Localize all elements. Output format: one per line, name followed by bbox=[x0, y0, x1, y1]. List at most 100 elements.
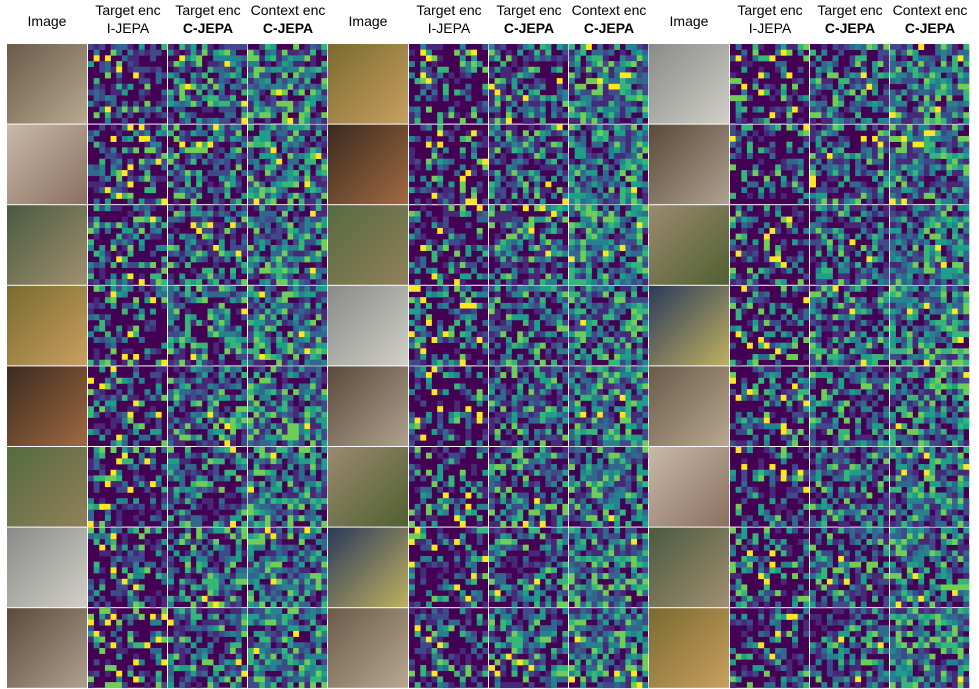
map-cell bbox=[528, 83, 535, 90]
map-cell bbox=[230, 222, 237, 229]
map-cell bbox=[585, 170, 592, 177]
map-cell bbox=[459, 389, 466, 396]
map-cell bbox=[448, 267, 455, 274]
map-cell bbox=[213, 682, 220, 689]
map-cell bbox=[276, 464, 283, 471]
map-cell bbox=[99, 44, 106, 50]
map-cell bbox=[642, 112, 649, 119]
map-cell bbox=[196, 595, 203, 602]
map-cell bbox=[104, 665, 111, 672]
map-cell bbox=[207, 434, 214, 441]
map-cell bbox=[602, 250, 609, 257]
map-cell bbox=[235, 100, 242, 107]
map-cell bbox=[88, 636, 94, 643]
map-cell bbox=[551, 55, 558, 62]
map-cell bbox=[276, 533, 283, 540]
map-cell bbox=[190, 222, 197, 229]
map-cell bbox=[264, 354, 271, 361]
map-cell bbox=[150, 205, 157, 212]
map-cell bbox=[494, 66, 501, 73]
map-cell bbox=[99, 578, 106, 585]
map-cell bbox=[173, 83, 180, 90]
map-cell bbox=[517, 158, 524, 165]
map-cell bbox=[264, 423, 271, 430]
map-cell bbox=[88, 464, 94, 471]
map-cell bbox=[580, 112, 587, 119]
map-cell bbox=[602, 130, 609, 137]
map-cell bbox=[104, 670, 111, 677]
map-cell bbox=[213, 447, 220, 453]
map-cell bbox=[218, 49, 225, 56]
map-cell bbox=[276, 561, 283, 568]
map-cell bbox=[625, 187, 632, 194]
map-cell bbox=[138, 89, 145, 96]
map-cell bbox=[310, 285, 317, 292]
map-cell bbox=[287, 676, 294, 683]
map-cell bbox=[614, 279, 621, 286]
map-cell bbox=[241, 233, 248, 240]
map-cell bbox=[494, 342, 501, 349]
map-cell bbox=[168, 250, 174, 257]
map-cell bbox=[614, 175, 621, 182]
map-cell bbox=[230, 291, 237, 298]
map-cell bbox=[500, 383, 507, 390]
map-cell bbox=[230, 181, 237, 188]
map-cell bbox=[253, 520, 260, 527]
map-cell bbox=[248, 89, 254, 96]
map-cell bbox=[321, 561, 328, 568]
map-cell bbox=[494, 175, 501, 182]
map-cell bbox=[253, 49, 260, 56]
map-cell bbox=[259, 573, 266, 580]
map-cell bbox=[293, 492, 300, 499]
map-cell bbox=[304, 486, 311, 493]
map-cell bbox=[253, 359, 260, 366]
map-cell bbox=[276, 423, 283, 430]
map-cell bbox=[248, 262, 254, 269]
map-cell bbox=[241, 336, 248, 343]
map-cell bbox=[230, 227, 237, 234]
map-cell bbox=[241, 503, 248, 510]
map-cell bbox=[310, 452, 317, 459]
map-cell bbox=[184, 619, 191, 626]
map-cell bbox=[409, 106, 415, 113]
map-cell bbox=[196, 389, 203, 396]
map-cell bbox=[539, 175, 546, 182]
map-cell bbox=[287, 682, 294, 689]
map-cell bbox=[310, 665, 317, 672]
map-cell bbox=[224, 406, 231, 413]
map-cell bbox=[190, 503, 197, 510]
map-cell bbox=[591, 336, 598, 343]
map-cell bbox=[138, 227, 145, 234]
map-cell bbox=[517, 170, 524, 177]
map-cell bbox=[642, 141, 649, 148]
map-cell bbox=[253, 273, 260, 280]
map-cell bbox=[201, 72, 208, 79]
map-cell bbox=[270, 106, 277, 113]
map-cell bbox=[168, 406, 174, 413]
map-cell bbox=[264, 520, 271, 527]
map-cell bbox=[489, 245, 495, 251]
map-cell bbox=[608, 279, 615, 286]
map-cell bbox=[121, 239, 128, 246]
map-cell bbox=[224, 250, 231, 257]
map-cell bbox=[173, 175, 180, 182]
map-cell bbox=[168, 619, 174, 626]
map-cell bbox=[110, 544, 117, 551]
map-cell bbox=[235, 676, 242, 683]
map-cell bbox=[110, 192, 117, 199]
map-cell bbox=[293, 498, 300, 505]
map-cell bbox=[304, 659, 311, 666]
map-cell bbox=[190, 336, 197, 343]
map-cell bbox=[230, 515, 237, 522]
map-cell bbox=[201, 377, 208, 384]
map-cell bbox=[321, 538, 328, 545]
map-cell bbox=[454, 78, 461, 85]
map-cell bbox=[409, 423, 415, 430]
map-cell bbox=[213, 141, 220, 148]
map-cell bbox=[437, 175, 444, 182]
map-cell bbox=[304, 670, 311, 677]
map-cell bbox=[207, 83, 214, 90]
map-cell bbox=[213, 135, 220, 142]
map-cell bbox=[489, 170, 495, 177]
map-cell bbox=[218, 198, 225, 205]
